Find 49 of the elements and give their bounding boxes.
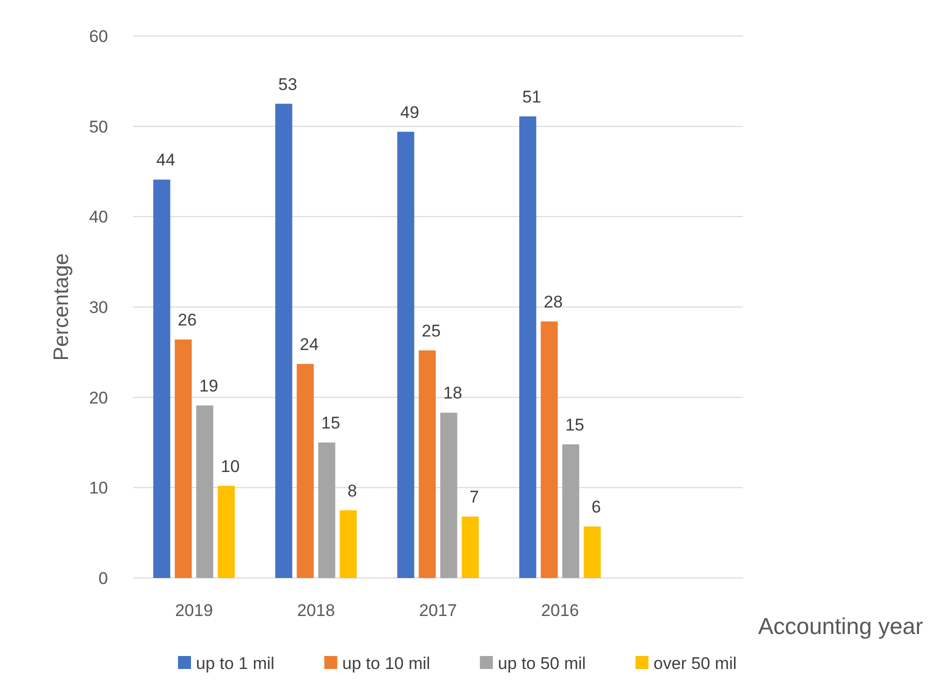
legend-label: up to 10 mil [342,654,430,673]
legend-label: up to 50 mil [498,654,586,673]
bar [540,321,558,578]
data-label: 19 [199,376,218,396]
legend-label: up to 1 mil [196,654,274,673]
bar [174,340,192,578]
data-label: 51 [522,87,542,106]
y-tick-label: 60 [89,27,108,46]
legend-label: over 50 mil [654,654,737,673]
data-label: 24 [300,334,319,354]
data-label: 53 [278,74,298,94]
data-label: 28 [544,292,563,312]
bar [462,516,479,578]
y-tick-label: 20 [89,388,108,408]
data-label: 26 [178,310,197,330]
y-tick-label: 50 [89,117,108,136]
data-label: 10 [220,456,240,476]
bar [519,116,536,578]
data-label: 44 [156,150,176,170]
bar [296,364,314,578]
bar [275,104,292,578]
x-tick-label: 2018 [297,601,335,620]
x-tick-label: 2017 [419,601,457,620]
x-axis-title: Accounting year [758,613,924,639]
x-tick-label: 2016 [541,601,579,620]
y-axis-title: Percentage [50,253,73,361]
y-tick-label: 30 [89,298,108,317]
bar [340,510,357,578]
data-label: 49 [400,102,420,122]
bar [218,486,235,578]
x-tick-label: 2019 [175,601,213,620]
data-label: 7 [470,488,479,507]
bar [318,442,336,578]
bar [584,526,601,578]
bar [562,444,580,578]
y-tick-label: 40 [89,208,108,227]
data-label: 15 [565,415,584,434]
data-label: 6 [592,498,601,517]
bar [440,412,458,578]
data-label: 15 [321,414,340,432]
bar [397,132,414,578]
y-tick-label: 0 [98,569,108,588]
data-label: 8 [348,481,357,500]
data-label: 18 [443,384,462,403]
bar [196,405,214,578]
y-tick-label: 10 [89,478,108,498]
bar [418,350,436,578]
bar [153,180,170,578]
data-label: 25 [422,321,441,340]
